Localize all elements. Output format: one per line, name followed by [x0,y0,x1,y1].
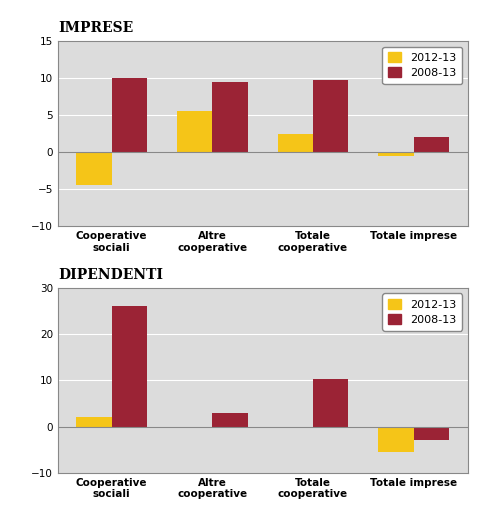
Text: DIPENDENTI: DIPENDENTI [58,268,163,282]
Bar [378,152,414,156]
Bar [278,427,313,428]
Bar [177,112,213,152]
Bar [378,427,414,452]
Bar [112,306,147,427]
Bar [112,78,147,152]
Bar [213,413,248,427]
Bar [213,82,248,152]
Legend: 2012-13, 2008-13: 2012-13, 2008-13 [382,293,462,331]
Bar [414,137,449,152]
Bar [77,152,112,186]
Text: IMPRESE: IMPRESE [58,21,133,35]
Bar [77,417,112,427]
Legend: 2012-13, 2008-13: 2012-13, 2008-13 [382,47,462,84]
Bar [313,80,348,152]
Bar [313,379,348,427]
Bar [414,427,449,440]
Bar [278,134,313,152]
